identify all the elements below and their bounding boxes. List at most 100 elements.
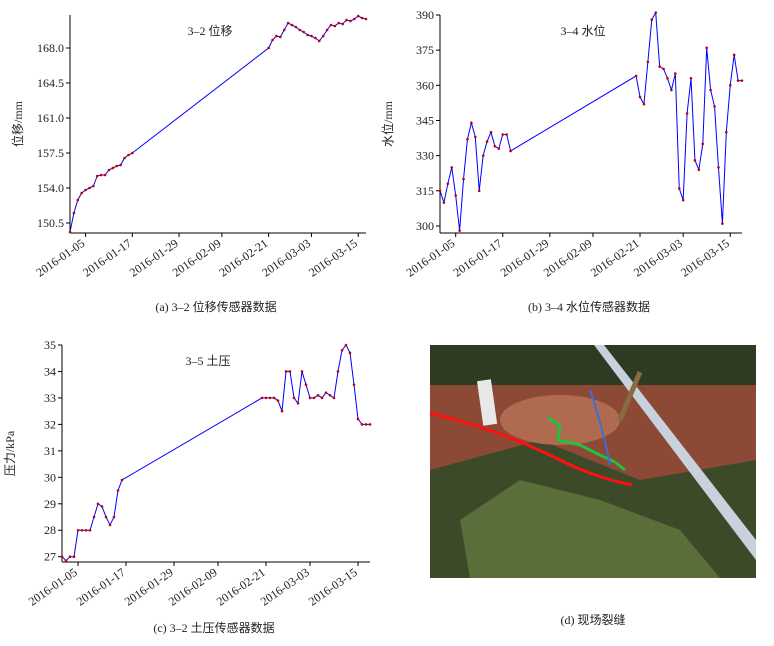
y-tick-label: 35	[44, 338, 56, 352]
data-point	[320, 396, 324, 400]
y-tick-label: 161.0	[37, 111, 64, 125]
photo-stake	[477, 379, 498, 426]
data-point	[341, 22, 344, 26]
x-tick-label: 2016-01-05	[404, 236, 458, 280]
data-point	[360, 423, 364, 426]
data-point	[304, 383, 308, 386]
data-point	[324, 391, 328, 394]
data-point	[316, 393, 320, 397]
data-point	[670, 88, 673, 92]
data-point	[288, 370, 292, 373]
data-point	[368, 423, 372, 426]
data-point	[340, 348, 344, 352]
data-point	[360, 16, 364, 20]
data-point	[64, 559, 68, 562]
crack-line	[429, 411, 633, 487]
data-point	[99, 173, 103, 177]
photo-wire	[589, 389, 611, 466]
y-axis-label: 位移/mm	[10, 100, 25, 147]
data-point	[72, 211, 76, 215]
data-point	[349, 19, 352, 23]
data-point	[276, 399, 280, 402]
data-point	[119, 163, 122, 167]
x-tick-label: 2016-03-15	[306, 565, 360, 609]
data-point	[60, 555, 64, 559]
y-tick-label: 33	[44, 391, 56, 405]
data-point	[103, 173, 107, 177]
data-point	[728, 84, 732, 87]
y-tick-label: 157.5	[37, 146, 64, 160]
x-tick-label: 2016-03-03	[631, 236, 685, 280]
data-point	[689, 76, 693, 80]
y-tick-label: 150.5	[37, 216, 64, 230]
data-point	[345, 18, 348, 22]
data-point	[685, 112, 689, 115]
data-point	[333, 24, 337, 28]
data-point	[268, 396, 272, 400]
y-axis-label: 水位/mm	[380, 100, 395, 147]
data-point	[450, 166, 454, 169]
data-point	[72, 555, 76, 559]
data-point	[306, 33, 309, 37]
x-tick-label: 2016-01-17	[74, 565, 128, 609]
data-point	[84, 188, 87, 192]
data-point	[88, 186, 91, 190]
data-point	[501, 133, 505, 136]
data-point	[325, 28, 329, 32]
data-point	[485, 140, 489, 143]
data-point	[693, 159, 697, 162]
y-tick-label: 32	[44, 417, 56, 431]
x-tick-label: 2016-01-05	[33, 236, 87, 280]
data-line	[69, 15, 367, 233]
y-tick-label: 300	[416, 219, 434, 233]
x-tick-label: 2016-02-09	[541, 236, 595, 280]
x-tick-label: 2016-02-09	[170, 236, 224, 280]
data-point	[364, 17, 368, 21]
data-point	[493, 144, 497, 148]
data-point	[282, 28, 286, 32]
data-point	[353, 17, 356, 21]
photo-ferns	[460, 480, 720, 578]
data-point	[329, 23, 333, 27]
data-point	[264, 396, 268, 400]
data-point	[279, 35, 282, 39]
data-point	[300, 370, 304, 373]
data-point	[275, 34, 278, 38]
data-point	[337, 21, 341, 25]
y-tick-label: 30	[44, 470, 56, 484]
data-point	[446, 182, 450, 186]
data-point	[666, 76, 669, 80]
y-tick-label: 345	[416, 113, 434, 127]
crack-branch	[547, 416, 626, 472]
data-point	[658, 65, 661, 68]
data-point	[505, 133, 508, 136]
data-point	[68, 555, 72, 559]
y-tick-label: 168.0	[37, 41, 64, 55]
data-point	[438, 189, 442, 193]
data-point	[312, 396, 316, 400]
data-point	[454, 194, 457, 197]
data-point	[271, 38, 274, 42]
data-point	[470, 121, 473, 125]
data-point	[466, 137, 469, 141]
x-tick-label: 2016-03-03	[259, 236, 313, 280]
x-tick-label: 2016-02-21	[214, 565, 268, 609]
data-point	[481, 154, 485, 157]
data-point	[260, 396, 264, 400]
data-point	[115, 164, 119, 168]
data-point	[677, 187, 681, 190]
data-point	[96, 502, 100, 506]
data-point	[740, 79, 744, 82]
y-tick-label: 27	[44, 550, 56, 564]
chart-title: 3–2 位移	[187, 23, 232, 38]
data-point	[332, 396, 336, 400]
data-point	[328, 393, 332, 397]
y-tick-label: 360	[416, 78, 434, 92]
y-axis-label: 压力/kPa	[3, 430, 17, 476]
data-point	[356, 417, 360, 421]
photo-pipe	[594, 345, 756, 560]
y-tick-label: 28	[44, 523, 56, 537]
x-tick-label: 2016-03-15	[306, 236, 360, 280]
data-point	[112, 515, 116, 519]
